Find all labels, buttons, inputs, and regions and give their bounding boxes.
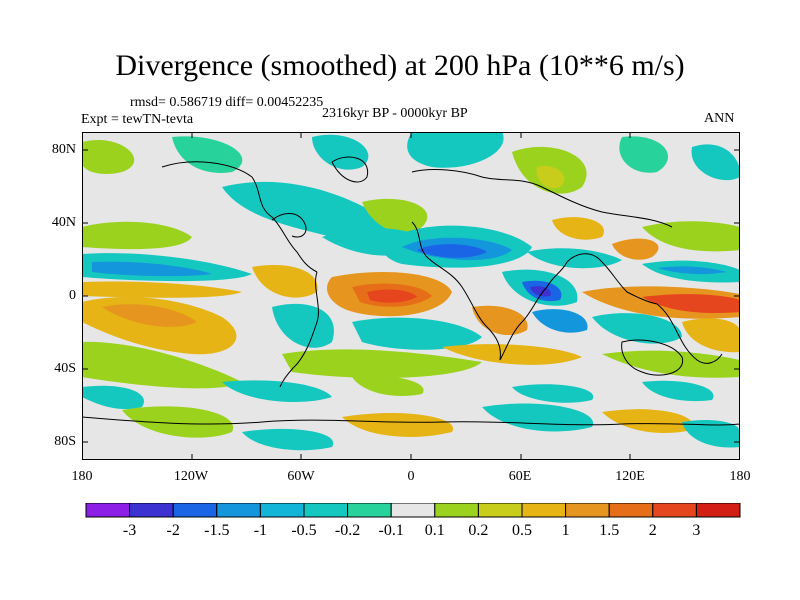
- contour-region: [312, 134, 369, 170]
- contour-region: [242, 428, 334, 451]
- colorbar-swatch: [129, 503, 174, 518]
- axis-ticks: [82, 132, 740, 460]
- experiment-text: Expt = tewTN-tevta: [81, 112, 194, 127]
- lon-tick-label: 180: [729, 469, 751, 484]
- contour-region: [82, 385, 144, 410]
- contour-region: [642, 221, 740, 252]
- contour-region: [691, 144, 740, 181]
- contour-region: [352, 375, 424, 397]
- colorbar-label: -0.1: [378, 522, 404, 539]
- lon-tick-label: 180: [71, 469, 93, 484]
- contour-region: [442, 344, 582, 365]
- contour-region: [602, 350, 740, 378]
- contour-region: [172, 136, 243, 173]
- contour-region: [536, 166, 565, 189]
- colorbar-label: -0.2: [334, 522, 361, 539]
- contour-region: [472, 305, 528, 336]
- contour-region: [552, 217, 604, 240]
- contour-region: [642, 294, 740, 314]
- contour-region: [657, 266, 727, 275]
- divergence-map: [82, 132, 740, 460]
- lon-tick-label: 120E: [615, 469, 645, 484]
- lat-tick-label: 40N: [51, 215, 76, 230]
- colorbar-swatch: [521, 503, 567, 518]
- contour-region: [619, 136, 669, 173]
- colorbar-label: 0.1: [424, 522, 445, 539]
- colorbar-label: -0.5: [291, 522, 317, 539]
- colorbar-swatch: [695, 503, 741, 518]
- colorbar: [85, 503, 741, 518]
- period-text: 2316kyr BP - 0000kyr BP: [322, 106, 468, 121]
- contour-region: [82, 341, 242, 389]
- lon-tick-label: 0: [407, 469, 415, 484]
- lat-tick-label: 80N: [51, 142, 76, 157]
- colorbar-swatch: [477, 503, 523, 518]
- contour-region: [682, 420, 740, 448]
- contour-region: [222, 181, 389, 241]
- contour-region: [342, 412, 454, 437]
- season-text: ANN: [704, 111, 735, 126]
- contour-region: [252, 264, 318, 298]
- colorbar-label: 0.2: [468, 522, 489, 539]
- colorbar-swatch: [259, 503, 305, 518]
- plot-title: Divergence (smoothed) at 200 hPa (10**6 …: [115, 49, 685, 82]
- colorbar-swatch: [85, 503, 131, 518]
- contour-region: [512, 384, 594, 403]
- colorbar-swatch: [652, 503, 697, 518]
- lat-tick-label: 0: [69, 288, 76, 303]
- colorbar-label: -2: [166, 522, 180, 539]
- colorbar-swatch: [434, 503, 479, 518]
- contour-region: [602, 409, 694, 433]
- colorbar-label: 1: [561, 522, 570, 539]
- colorbar-swatch: [303, 503, 349, 518]
- coastlines: [82, 156, 740, 426]
- stats-text: rmsd= 0.586719 diff= 0.00452235: [130, 95, 324, 110]
- contour-region: [122, 406, 234, 438]
- contour-region: [682, 318, 740, 353]
- contour-region: [92, 261, 212, 277]
- colorbar-label: -3: [122, 522, 137, 539]
- contour-region: [82, 139, 135, 174]
- colorbar-label: 2: [648, 522, 657, 539]
- lon-tick-label: 60W: [287, 469, 315, 484]
- contour-region: [82, 281, 242, 298]
- colorbar-label: 0.5: [512, 522, 532, 539]
- lon-tick-label: 60E: [508, 469, 532, 484]
- contour-region: [407, 132, 504, 168]
- contour-region: [282, 349, 482, 378]
- colorbar-label: -1.5: [204, 522, 230, 539]
- contour-region: [592, 313, 682, 344]
- contour-region: [352, 317, 482, 350]
- contour-region: [367, 289, 417, 303]
- colorbar-swatch: [172, 503, 218, 518]
- colorbar-label: 1.5: [599, 522, 620, 539]
- contour-region: [222, 380, 332, 402]
- contour-region: [612, 238, 659, 260]
- contour-region: [532, 309, 588, 333]
- contour-region: [642, 380, 714, 402]
- colorbar-label: 3: [692, 522, 701, 539]
- colorbar-swatch: [347, 503, 392, 518]
- lon-tick-label: 120W: [173, 469, 209, 484]
- contour-region: [417, 244, 487, 258]
- lat-tick-label: 80S: [54, 434, 76, 449]
- colorbar-swatch: [216, 503, 261, 518]
- colorbar-label: -1: [253, 522, 268, 539]
- contour-region: [102, 304, 197, 327]
- lat-tick-label: 40S: [54, 361, 76, 376]
- colorbar-swatch: [565, 503, 610, 518]
- contour-region: [527, 248, 622, 269]
- colorbar-swatch: [608, 503, 654, 518]
- contour-region: [82, 221, 192, 250]
- colorbar-swatch: [390, 503, 436, 518]
- contour-region: [362, 198, 428, 233]
